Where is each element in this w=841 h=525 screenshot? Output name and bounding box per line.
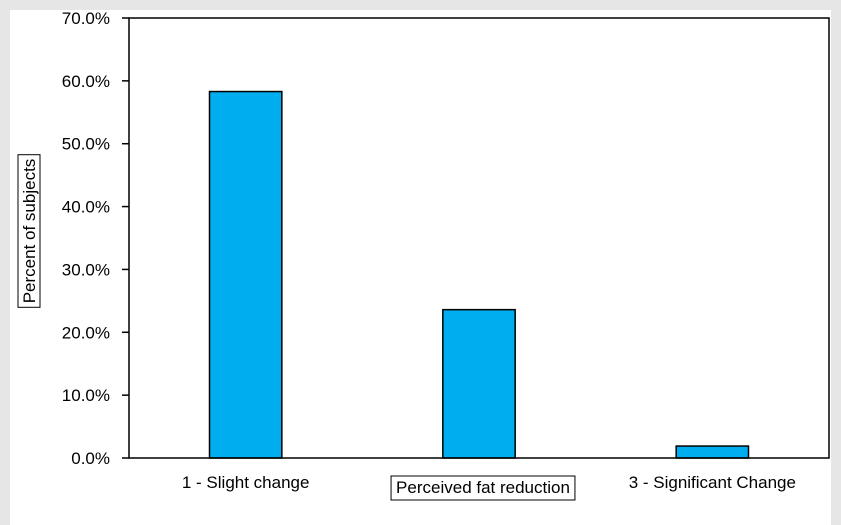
x-axis-title: Perceived fat reduction bbox=[396, 478, 570, 497]
y-tick-label: 20.0% bbox=[62, 323, 110, 342]
bar-chart: 0.0%10.0%20.0%30.0%40.0%50.0%60.0%70.0% … bbox=[17, 10, 830, 501]
bar bbox=[675, 445, 750, 459]
bars-group bbox=[208, 90, 750, 459]
y-tick-label: 30.0% bbox=[62, 260, 110, 279]
y-axis-title-group: Percent of subjects bbox=[17, 154, 41, 308]
y-tick-label: 60.0% bbox=[62, 72, 110, 91]
x-axis-title-group: Perceived fat reduction bbox=[390, 475, 576, 501]
y-tick-label: 70.0% bbox=[62, 10, 110, 28]
y-axis-ticks: 0.0% 10.0% 20.0% 30.0% 40.0% 50.0% 60.0% 70.0% bbox=[62, 10, 129, 468]
x-tick-label: 3 - Significant Change bbox=[629, 473, 796, 492]
y-tick-label: 40.0% bbox=[62, 198, 110, 217]
y-axis-title-box bbox=[17, 154, 41, 308]
y-tick-label: 0.0% bbox=[71, 449, 110, 468]
plot-area-border bbox=[128, 17, 830, 459]
bar bbox=[208, 90, 283, 459]
x-axis-title-box bbox=[390, 475, 576, 501]
bar bbox=[442, 308, 516, 459]
y-tick-label: 10.0% bbox=[62, 386, 110, 405]
chart-panel: 0.0% 10.0% 20.0% 30.0% 40.0% 50.0% 60.0% 70.0% … bbox=[10, 10, 831, 525]
x-tick-label: 1 - Slight change bbox=[182, 473, 310, 492]
y-axis-title: Percent of subjects bbox=[20, 159, 39, 304]
y-tick-label: 50.0% bbox=[62, 135, 110, 154]
